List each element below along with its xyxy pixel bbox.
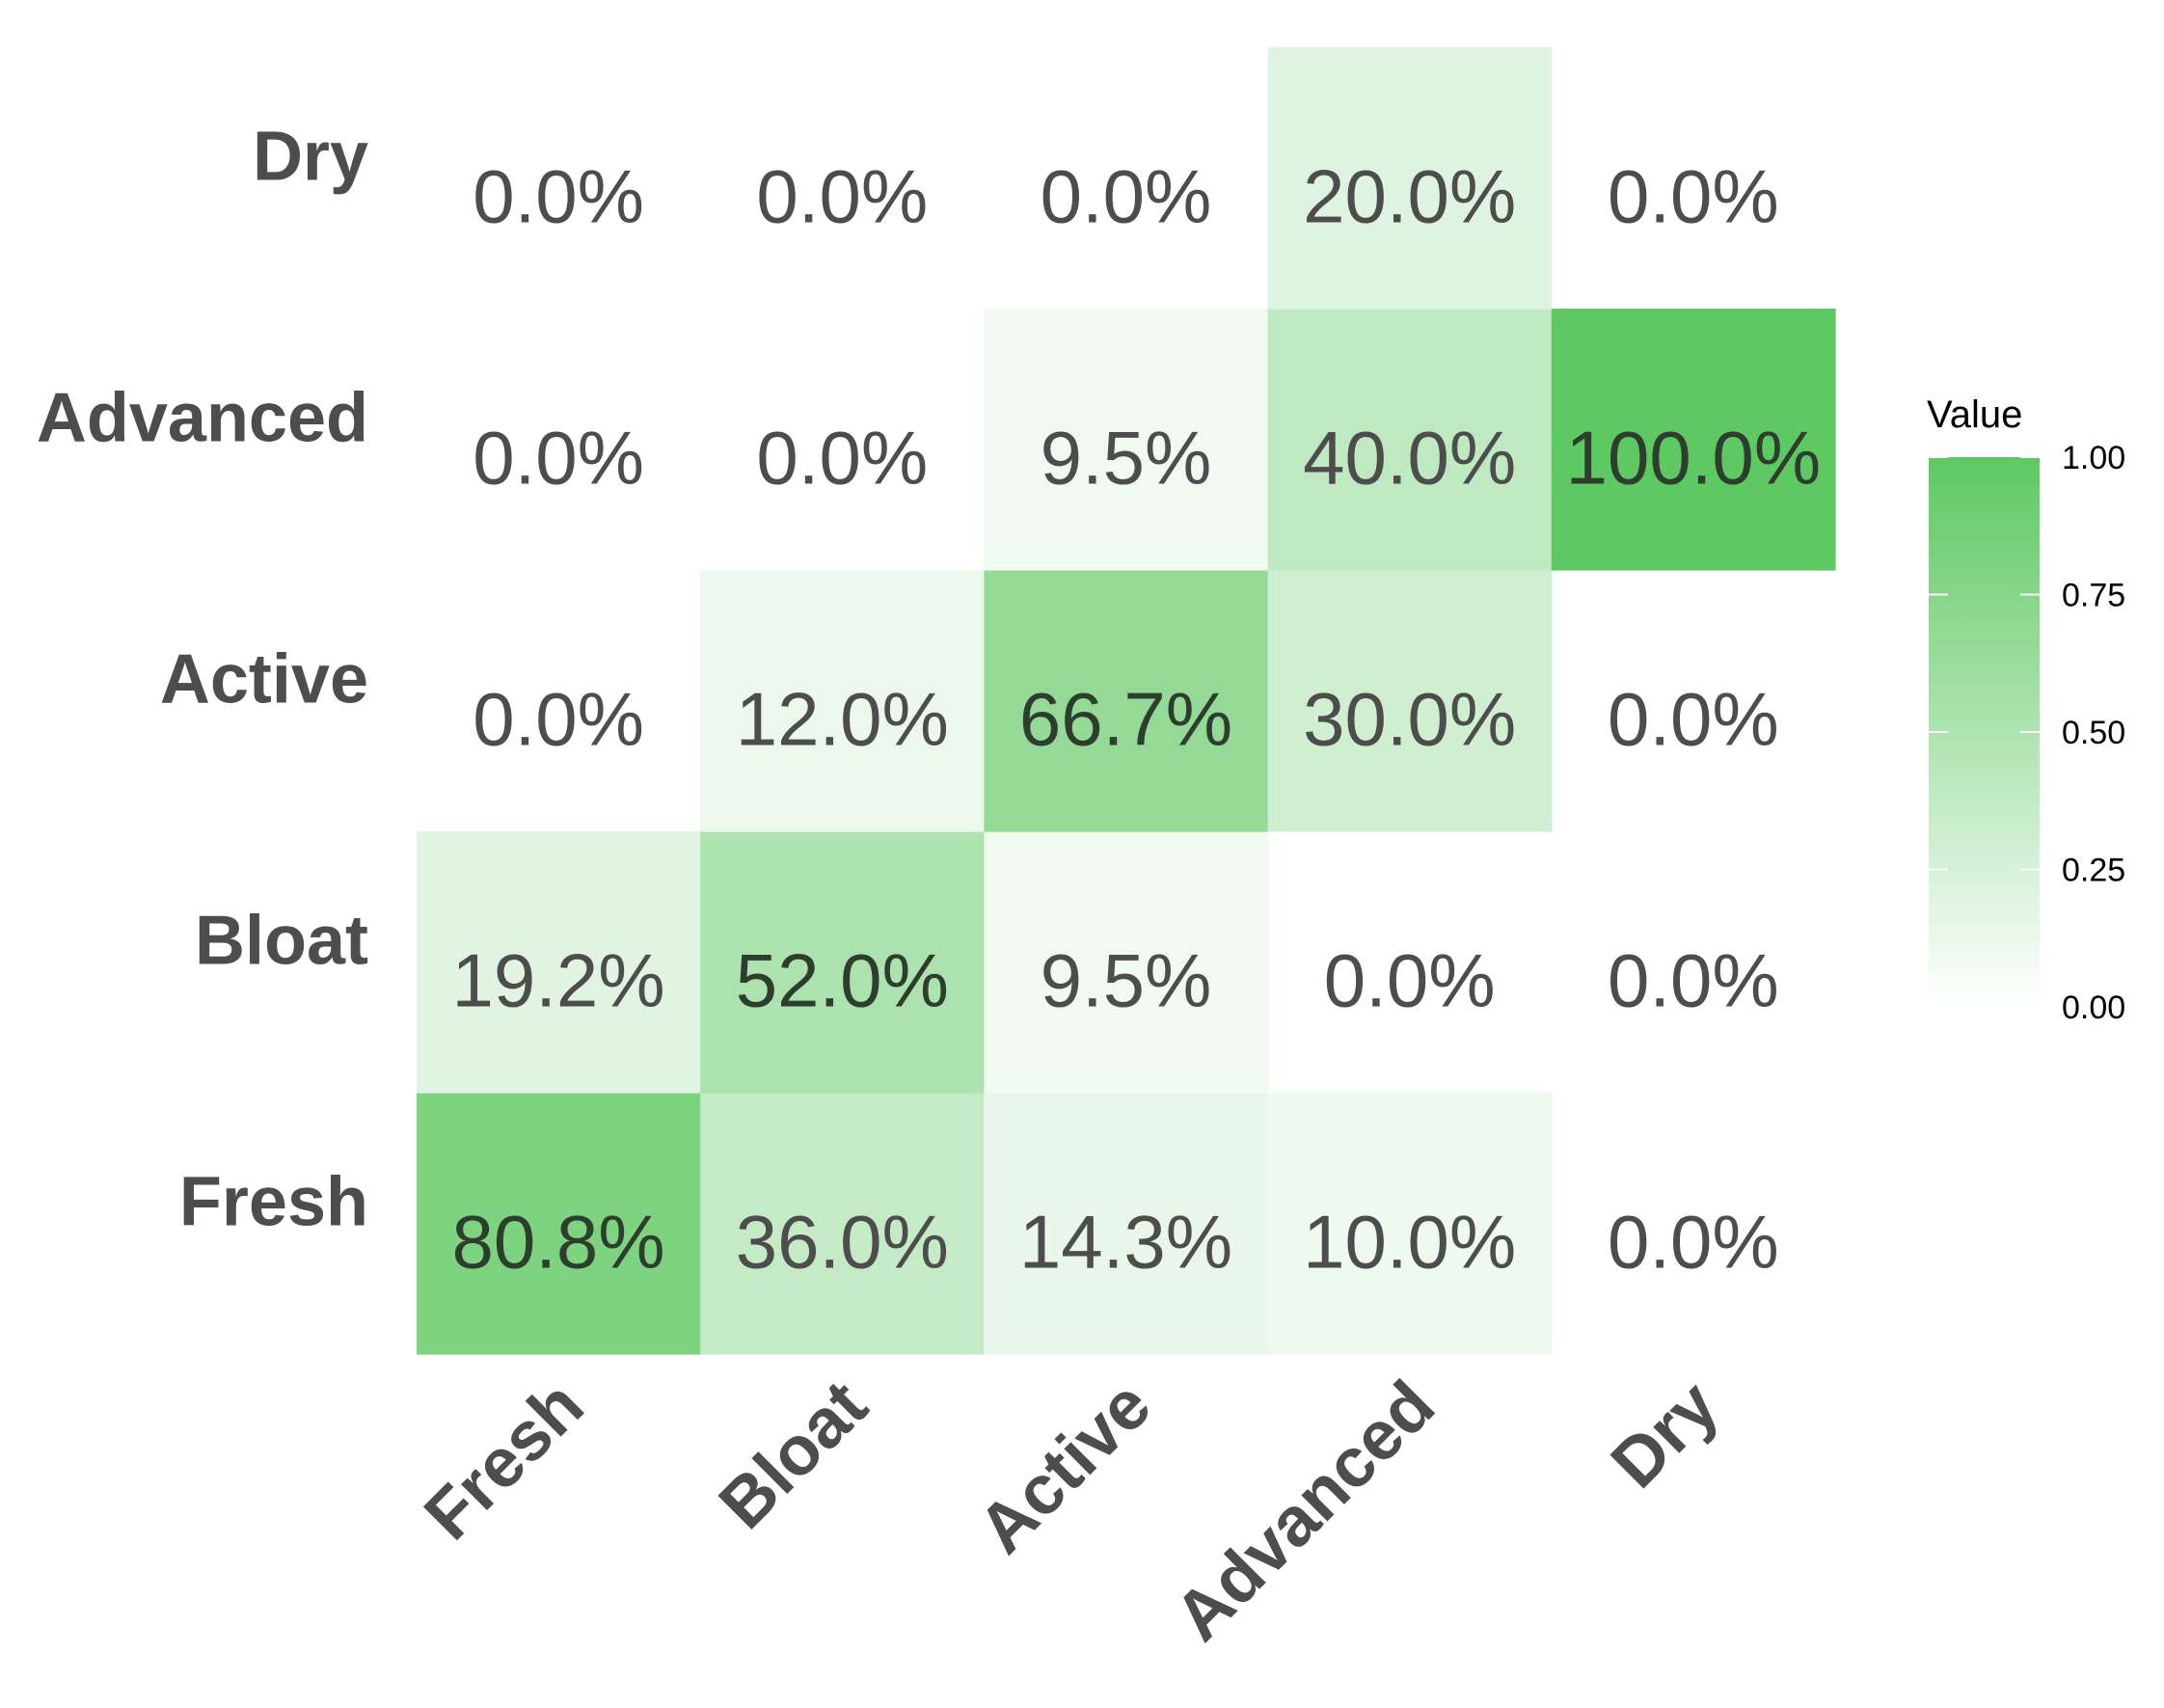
cell-label-fresh-advanced: 10.0%: [1303, 1200, 1516, 1285]
cell-label-advanced-active: 9.5%: [1041, 416, 1212, 501]
cell-label-dry-fresh: 0.0%: [473, 154, 644, 239]
legend-tick-label: 1.00: [2062, 440, 2125, 476]
y-tick-fresh: Fresh: [179, 1164, 368, 1241]
cell-label-dry-advanced: 20.0%: [1303, 154, 1516, 239]
cell-label-active-active: 66.7%: [1019, 677, 1232, 762]
cell-label-active-advanced: 30.0%: [1303, 677, 1516, 762]
cell-label-bloat-fresh: 19.2%: [452, 938, 665, 1023]
x-tick-bloat: Bloat: [705, 1367, 882, 1544]
cell-label-advanced-bloat: 0.0%: [756, 416, 928, 501]
cell-bloat-bloat: [700, 831, 985, 1094]
x-tick-fresh: Fresh: [410, 1367, 598, 1555]
cell-label-bloat-advanced: 0.0%: [1324, 938, 1496, 1023]
cell-label-bloat-bloat: 52.0%: [736, 938, 949, 1023]
cell-label-advanced-advanced: 40.0%: [1303, 416, 1516, 501]
cell-advanced-dry: [1551, 309, 1836, 571]
cell-bloat-active: [984, 831, 1269, 1094]
x-tick-active: Active: [963, 1367, 1165, 1568]
legend-tick-label: 0.25: [2062, 853, 2125, 889]
legend-title: Value: [1927, 393, 2022, 436]
legend-tick-label: 0.75: [2062, 578, 2125, 614]
cell-active-active: [984, 570, 1269, 832]
cell-label-fresh-active: 14.3%: [1019, 1200, 1232, 1285]
cell-active-bloat: [700, 570, 985, 832]
cell-advanced-advanced: [1267, 309, 1553, 571]
y-tick-advanced: Advanced: [37, 380, 368, 457]
x-tick-dry: Dry: [1597, 1367, 1733, 1503]
y-tick-dry: Dry: [253, 119, 368, 196]
cell-label-fresh-dry: 0.0%: [1608, 1200, 1779, 1285]
cell-bloat-fresh: [417, 831, 701, 1094]
cell-label-active-fresh: 0.0%: [473, 677, 644, 762]
cell-label-advanced-dry: 100.0%: [1566, 416, 1822, 501]
cell-advanced-active: [984, 309, 1269, 571]
x-tick-advanced: Advanced: [1160, 1367, 1449, 1656]
y-axis: Fresh Bloat Active Advanced Dry: [37, 119, 368, 1241]
cell-label-dry-active: 0.0%: [1041, 154, 1212, 239]
cell-label-dry-bloat: 0.0%: [756, 154, 928, 239]
y-tick-active: Active: [160, 641, 368, 718]
legend-ticks: 0.00 0.25 0.50 0.75 1.00: [1929, 440, 2125, 1026]
cell-fresh-bloat: [700, 1093, 985, 1355]
cell-active-advanced: [1267, 570, 1553, 832]
y-tick-bloat: Bloat: [195, 903, 368, 980]
cell-fresh-fresh: [417, 1093, 701, 1355]
cell-label-fresh-fresh: 80.8%: [452, 1200, 665, 1285]
cell-label-bloat-active: 9.5%: [1041, 938, 1212, 1023]
color-legend: Value 0.00 0.25 0.50 0.75 1.00: [1927, 393, 2125, 1026]
cell-label-fresh-bloat: 36.0%: [736, 1200, 949, 1285]
cell-label-advanced-fresh: 0.0%: [473, 416, 644, 501]
cell-label-dry-dry: 0.0%: [1608, 154, 1779, 239]
cell-fresh-active: [984, 1093, 1269, 1355]
heatmap-cells: [417, 47, 1836, 1355]
cell-label-active-bloat: 12.0%: [736, 677, 949, 762]
cell-label-active-dry: 0.0%: [1608, 677, 1779, 762]
cell-label-bloat-dry: 0.0%: [1608, 938, 1779, 1023]
legend-tick-label: 0.50: [2062, 715, 2125, 751]
legend-tick-label: 0.00: [2062, 990, 2125, 1026]
heatmap-cell-labels: 80.8% 36.0% 14.3% 10.0% 0.0% 19.2% 52.0% 9.5% 0.…: [452, 154, 1822, 1285]
cell-fresh-advanced: [1267, 1093, 1553, 1355]
cell-dry-advanced: [1267, 47, 1553, 310]
